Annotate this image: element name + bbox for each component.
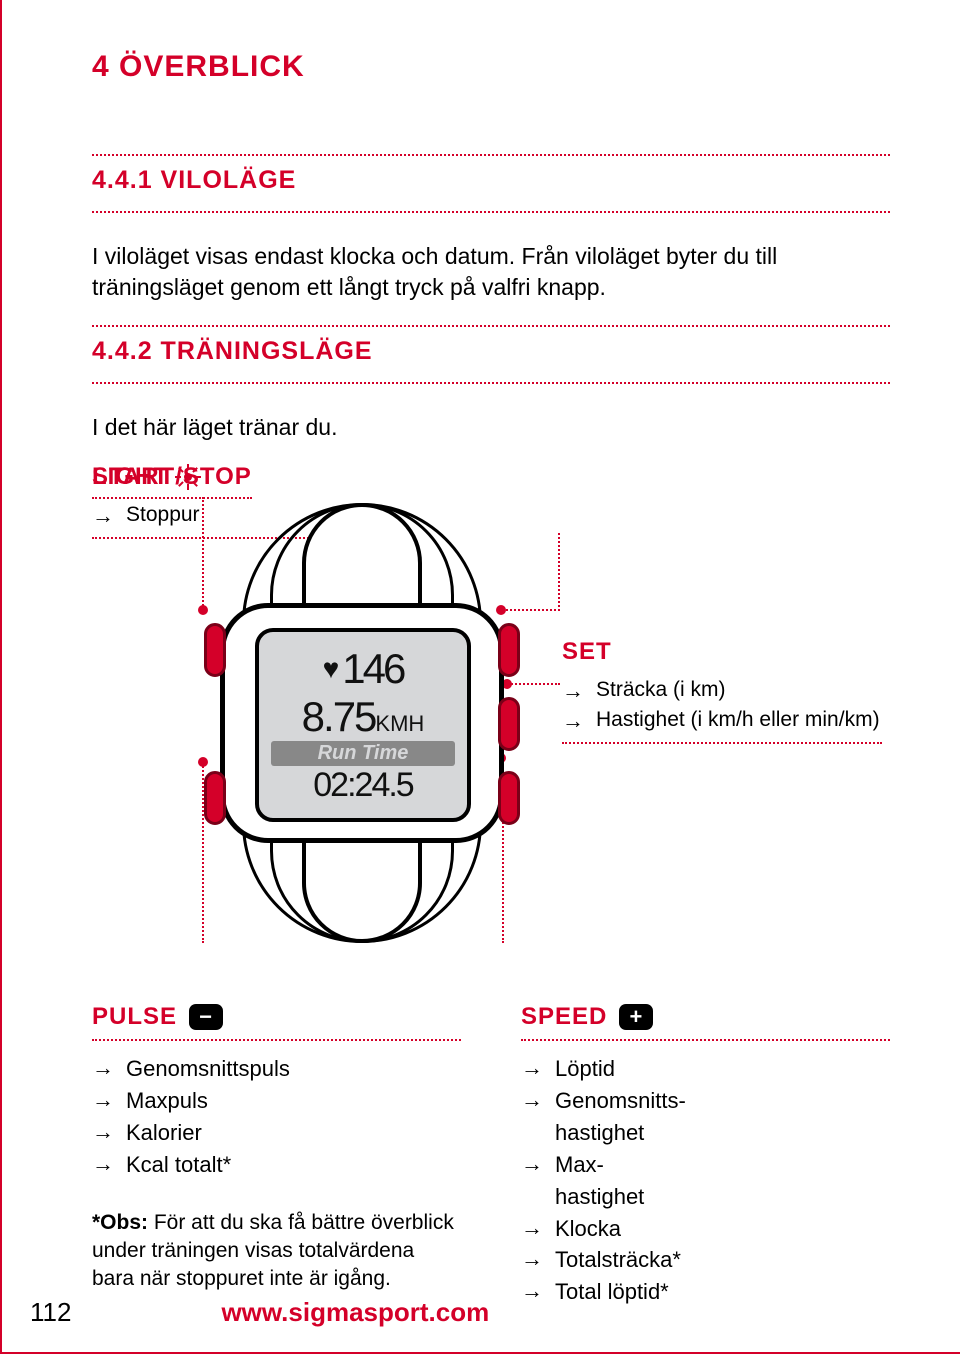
bottom-columns: PULSE − → Genomsnittspuls → Maxpuls → Kalor… [92,1003,890,1308]
watch-diagram: LIGHT START/STOP →Stoppur [92,463,890,1003]
pulse-item-3: Kalorier [126,1117,202,1149]
section-2-body: I det här läget tränar du. [92,406,890,453]
pulse-item-2: Maxpuls [126,1085,208,1117]
startstop-title: START/STOP [92,463,412,491]
heart-icon: ♥ [323,653,337,685]
section-1-heading: 4.4.1 VILOLÄGE [92,166,890,195]
watch-line-1: 146 [342,645,403,693]
speed-item-4: Klocka [555,1213,621,1245]
watch-screen: ♥146 8.75KMH Run Time 02:24.5 [255,628,471,822]
arrow-icon: → [92,1117,114,1149]
speed-item-2b: hastighet [555,1117,644,1149]
note: *Obs: För att du ska få bättre överblick… [92,1209,461,1294]
pulse-title: PULSE [92,1003,177,1031]
arrow-icon: → [521,1085,543,1117]
footer-url: www.sigmasport.com [221,1297,489,1328]
arrow-icon: → [562,676,584,706]
watch-line-4: 02:24.5 [313,766,412,805]
arrow-icon: → [521,1244,543,1276]
watch-line-2-main: 8.75 [302,693,376,740]
page-number: 112 [30,1297,71,1328]
watch-line-2-unit: KMH [375,711,424,736]
section-1-heading-box: 4.4.1 VILOLÄGE [92,154,890,213]
arrow-icon: → [521,1213,543,1245]
section-2-heading: 4.4.2 TRÄNINGSLÄGE [92,337,890,366]
watch-button-speed [498,771,520,825]
set-item-2: Hastighet (i km/h eller min/km) [596,706,880,734]
arrow-icon: → [562,706,584,736]
arrow-icon: → [92,501,114,531]
footer: 112 www.sigmasport.com [2,1297,960,1328]
watch-button-light [204,623,226,677]
watch-button-set [498,697,520,751]
pulse-item-4: Kcal totalt* [126,1149,231,1181]
note-bold: *Obs: [92,1211,148,1234]
speed-title: SPEED [521,1003,607,1031]
set-item-1: Sträcka (i km) [596,676,726,704]
pulse-column: PULSE − → Genomsnittspuls → Maxpuls → Kalor… [92,1003,461,1308]
watch-button-pulse [204,771,226,825]
arrow-icon: → [521,1149,543,1181]
speed-item-2a: Genomsnitts- [555,1085,686,1117]
speed-column: SPEED + → Löptid → Genomsnitts- → hastighet… [521,1003,890,1308]
speed-item-5: Totalsträcka* [555,1244,681,1276]
set-label: SET → Sträcka (i km) → Hastighet (i km/h e… [562,638,882,743]
watch-button-startstop [498,623,520,677]
set-title: SET [562,638,882,666]
arrow-icon: → [92,1149,114,1181]
watch-line-3: Run Time [271,741,454,766]
page-title: 4 ÖVERBLICK [92,50,890,84]
plus-icon: + [619,1004,653,1030]
pulse-item-1: Genomsnittspuls [126,1053,290,1085]
section-2-heading-box: 4.4.2 TRÄNINGSLÄGE [92,325,890,384]
arrow-icon: → [92,1085,114,1117]
speed-item-1: Löptid [555,1053,615,1085]
minus-icon: − [189,1004,223,1030]
section-1-body: I viloläget visas endast klocka och datu… [92,235,890,325]
arrow-icon: → [521,1053,543,1085]
speed-item-3b: hastighet [555,1181,644,1213]
speed-item-3a: Max- [555,1149,604,1181]
watch-illustration: ♥146 8.75KMH Run Time 02:24.5 [172,503,552,943]
arrow-icon: → [92,1053,114,1085]
